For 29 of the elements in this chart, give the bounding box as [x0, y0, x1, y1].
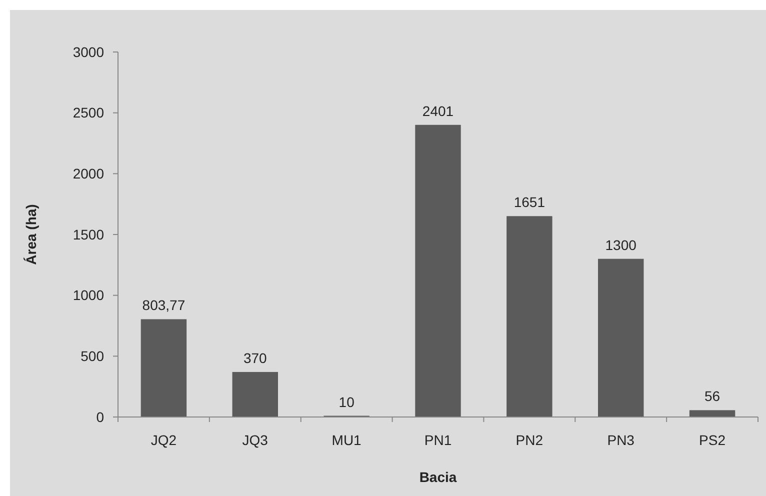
x-tick-label: PN2: [516, 432, 544, 448]
y-tick-label: 1500: [72, 226, 104, 242]
x-tick-label: PN1: [424, 432, 452, 448]
bar: [140, 319, 187, 417]
y-axis-title: Área (ha): [23, 204, 39, 265]
y-tick-label: 500: [80, 348, 104, 364]
data-label: 10: [338, 394, 355, 410]
y-tick-label: 3000: [72, 44, 104, 60]
data-label: 1300: [605, 236, 637, 253]
data-label: 2401: [422, 102, 454, 119]
x-tick-label: PN3: [607, 432, 635, 448]
bar: [598, 258, 644, 417]
data-label: 370: [243, 350, 268, 366]
x-tick-label: JQ2: [150, 432, 177, 448]
bar: [232, 372, 278, 417]
x-tick-label: PS2: [699, 432, 726, 448]
data-label: 1651: [514, 194, 546, 210]
x-tick-label: MU1: [332, 432, 362, 448]
y-tick-label: 2500: [72, 104, 104, 121]
data-label: 56: [704, 388, 720, 404]
x-axis-title: Bacia: [419, 469, 457, 485]
data-label: 803,77: [142, 297, 186, 314]
y-tick-label: 2000: [72, 166, 104, 182]
bar: [506, 216, 552, 417]
y-tick-label: 1000: [72, 287, 104, 304]
y-tick-label: 0: [96, 408, 104, 425]
x-tick-label: JQ3: [242, 432, 268, 448]
bar: [415, 124, 461, 417]
bar: [689, 410, 736, 417]
